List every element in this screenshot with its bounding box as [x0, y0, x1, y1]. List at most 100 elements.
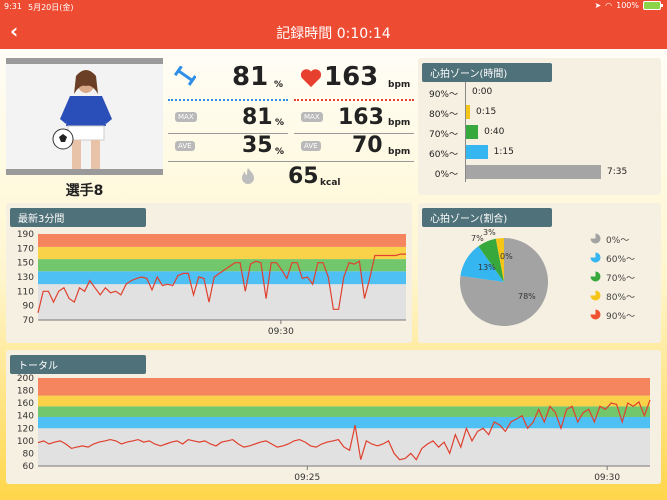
zone-time-title: 心拍ゾーン(時間) [422, 63, 552, 82]
x-tick-label: 09:30 [594, 473, 620, 483]
pie-legend-icon [590, 233, 601, 244]
intensity-divider [168, 99, 288, 101]
pie-slice [495, 238, 504, 282]
recent-chart-title: 最新3分間 [10, 208, 146, 227]
heart-rate-max: 163 [338, 105, 384, 130]
dumbbell-icon [174, 66, 196, 86]
x-tick-label: 09:30 [268, 327, 294, 337]
heart-rate-ave: 70 [352, 133, 383, 158]
status-date: 5月20日(金) [28, 3, 74, 12]
heart-rate-line [37, 399, 651, 461]
pie-legend-label: 60%〜 [606, 255, 636, 265]
zone-band [38, 246, 406, 260]
player-photo [6, 58, 163, 175]
zone-ratio-title: 心拍ゾーン(割合) [422, 208, 552, 227]
y-tick-label: 80 [23, 449, 35, 459]
pie-legend-icon [590, 309, 601, 320]
flame-icon [242, 168, 254, 184]
y-tick-label: 90 [23, 302, 35, 312]
pie-slice [478, 238, 504, 282]
pie-legend-label: 0%〜 [606, 236, 630, 246]
page-title: 記録時間 0:10:14 [276, 26, 391, 42]
zone-time-bar [466, 165, 601, 179]
intensity-ave-unit: % [275, 147, 285, 157]
heart-rate-unit: bpm [388, 80, 411, 90]
battery-icon [643, 1, 663, 10]
heart-rate-current: 163 [324, 62, 379, 92]
wifi-icon: ◠ [605, 1, 613, 10]
zone-time-value: 0:40 [484, 127, 505, 137]
y-tick-label: 200 [17, 374, 34, 384]
zone-band [38, 234, 406, 247]
zone-time-label: 80%〜 [428, 110, 458, 120]
zone-band [38, 284, 406, 320]
zone-time-label: 70%〜 [428, 130, 458, 140]
zone-band [38, 406, 650, 417]
zone-time-label: 60%〜 [428, 150, 458, 160]
intensity-max-unit: % [275, 118, 285, 128]
pie-legend-icon [590, 290, 601, 301]
zone-ratio-panel: 心拍ゾーン(割合) 78% 13% 7% 3% 0% 0%〜 60%〜 70%〜 80%〜 90… [418, 203, 661, 343]
calorie-divider [168, 161, 414, 162]
zone-band [38, 395, 650, 407]
pie-legend-label: 80%〜 [606, 293, 636, 303]
zone-time-bar [466, 145, 488, 159]
y-tick-label: 140 [17, 412, 34, 422]
total-heart-rate-chart: 200 180 160 140 120 100 80 60 09:25 09:30 [17, 374, 651, 483]
zone-band [38, 378, 650, 396]
zone-time-value: 1:15 [493, 147, 514, 157]
pie-legend-icon [590, 252, 601, 263]
heart-rate-max-badge: MAX [301, 112, 323, 122]
heart-icon [300, 69, 322, 88]
player-name: 選手8 [65, 183, 104, 199]
intensity-max-divider [168, 133, 288, 134]
calories-value: 65 [288, 164, 319, 189]
zone-time-label: 0%〜 [434, 170, 458, 180]
zone-band [38, 259, 406, 272]
zone-band [38, 271, 406, 285]
heart-rate-max-unit: bpm [388, 118, 411, 128]
heart-rate-ave-badge: AVE [301, 141, 321, 151]
zone-time-value: 0:00 [472, 87, 493, 97]
y-tick-label: 110 [17, 287, 34, 297]
location-icon: ➤ [594, 1, 602, 10]
pie-slice [460, 246, 504, 282]
status-bar: 9:31 5月20日(金) ➤ ◠ 100% [0, 0, 667, 13]
zone-time-value: 0:15 [476, 107, 497, 117]
y-tick-label: 60 [23, 462, 35, 472]
y-tick-label: 170 [17, 244, 34, 254]
pie-label: 3% [483, 228, 496, 237]
y-tick-label: 120 [17, 424, 34, 434]
nav-bar: ‹ 記録時間 0:10:14 [0, 13, 667, 49]
intensity-current: 81 [232, 62, 269, 92]
y-tick-label: 100 [17, 437, 34, 447]
y-tick-label: 70 [23, 316, 35, 326]
heart-rate-divider [294, 99, 414, 101]
pie-legend-label: 70%〜 [606, 274, 636, 284]
status-time: 9:31 [4, 2, 22, 11]
chevron-left-icon[interactable]: ‹ [10, 19, 19, 43]
recent-heart-rate-chart: 190 170 150 130 110 90 70 09:30 [17, 230, 406, 337]
intensity-max: 81 [242, 105, 273, 130]
pie-label: 7% [471, 234, 484, 243]
pie-label: 13% [478, 263, 496, 272]
pie-legend-label: 90%〜 [606, 312, 636, 322]
y-tick-label: 190 [17, 230, 34, 240]
x-tick-label: 09:25 [294, 473, 320, 483]
intensity-unit: % [274, 80, 284, 90]
total-chart-panel: トータル 200 180 160 140 120 100 80 60 09:25 09:30 [6, 350, 661, 484]
intensity-ave-badge: AVE [175, 141, 195, 151]
total-chart-title: トータル [10, 355, 146, 374]
zone-time-bar [466, 105, 470, 119]
zone-band [38, 416, 650, 429]
y-tick-label: 180 [17, 387, 34, 397]
zone-time-label: 90%〜 [428, 90, 458, 100]
zone-time-panel: 心拍ゾーン(時間) 90%〜 0:00 80%〜 0:15 70%〜 0:40 60%〜 1:… [418, 58, 661, 195]
pie-label: 78% [518, 292, 536, 301]
calories-unit: kcal [320, 178, 341, 188]
intensity-ave: 35 [242, 133, 273, 158]
y-tick-label: 150 [17, 259, 34, 269]
intensity-max-badge: MAX [175, 112, 197, 122]
y-tick-label: 160 [17, 399, 34, 409]
zone-time-axis [465, 82, 466, 182]
